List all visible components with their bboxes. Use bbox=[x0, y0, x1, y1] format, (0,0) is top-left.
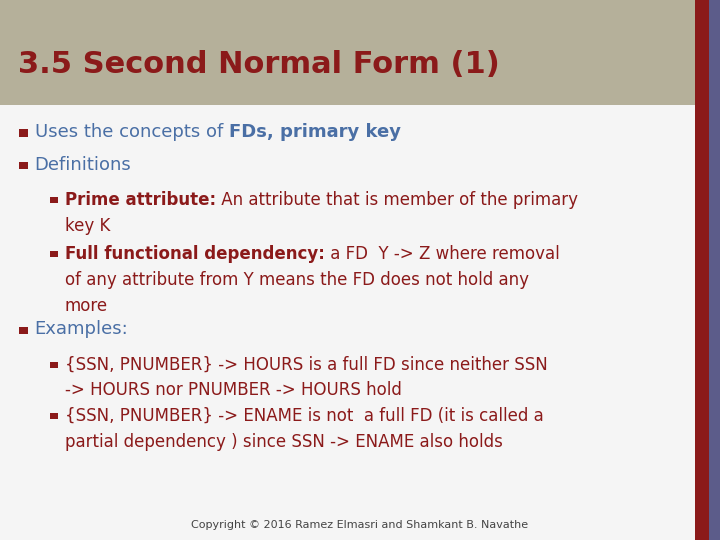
Text: Copyright © 2016 Ramez Elmasri and Shamkant B. Navathe: Copyright © 2016 Ramez Elmasri and Shamk… bbox=[192, 520, 528, 530]
Text: -> HOURS nor PNUMBER -> HOURS hold: -> HOURS nor PNUMBER -> HOURS hold bbox=[65, 381, 402, 400]
Text: Prime attribute:: Prime attribute: bbox=[65, 191, 216, 209]
Text: FDs, primary key: FDs, primary key bbox=[228, 123, 400, 141]
Text: partial dependency ) since SSN -> ENAME also holds: partial dependency ) since SSN -> ENAME … bbox=[65, 433, 503, 451]
Bar bbox=[50, 252, 58, 258]
Text: of any attribute from Y means the FD does not hold any: of any attribute from Y means the FD doe… bbox=[65, 271, 528, 289]
Text: Examples:: Examples: bbox=[35, 320, 128, 339]
Text: An attribute that is member of the primary: An attribute that is member of the prima… bbox=[216, 191, 578, 209]
Text: {SSN, PNUMBER} -> HOURS is a full FD since neither SSN: {SSN, PNUMBER} -> HOURS is a full FD sin… bbox=[65, 355, 547, 374]
Text: a FD  Y -> Z where removal: a FD Y -> Z where removal bbox=[325, 245, 559, 263]
Bar bbox=[19, 162, 29, 169]
Text: Uses the concepts of: Uses the concepts of bbox=[35, 123, 228, 141]
Text: Definitions: Definitions bbox=[35, 156, 131, 174]
Text: key K: key K bbox=[65, 217, 110, 235]
Bar bbox=[19, 327, 29, 334]
Bar bbox=[50, 414, 58, 420]
Text: {SSN, PNUMBER} -> ENAME is not  a full FD (it is called a: {SSN, PNUMBER} -> ENAME is not a full FD… bbox=[65, 407, 544, 425]
Bar bbox=[50, 362, 58, 368]
Text: Full functional dependency:: Full functional dependency: bbox=[65, 245, 325, 263]
Bar bbox=[709, 0, 720, 540]
Bar bbox=[50, 198, 58, 204]
Bar bbox=[695, 0, 709, 540]
Text: more: more bbox=[65, 296, 108, 315]
Text: 3.5 Second Normal Form (1): 3.5 Second Normal Form (1) bbox=[18, 50, 500, 79]
Bar bbox=[0, 0, 720, 105]
Bar bbox=[19, 130, 29, 137]
